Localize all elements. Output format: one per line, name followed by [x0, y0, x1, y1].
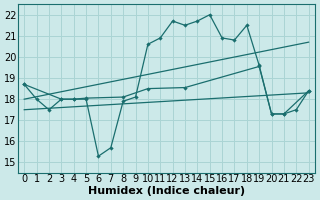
X-axis label: Humidex (Indice chaleur): Humidex (Indice chaleur): [88, 186, 245, 196]
